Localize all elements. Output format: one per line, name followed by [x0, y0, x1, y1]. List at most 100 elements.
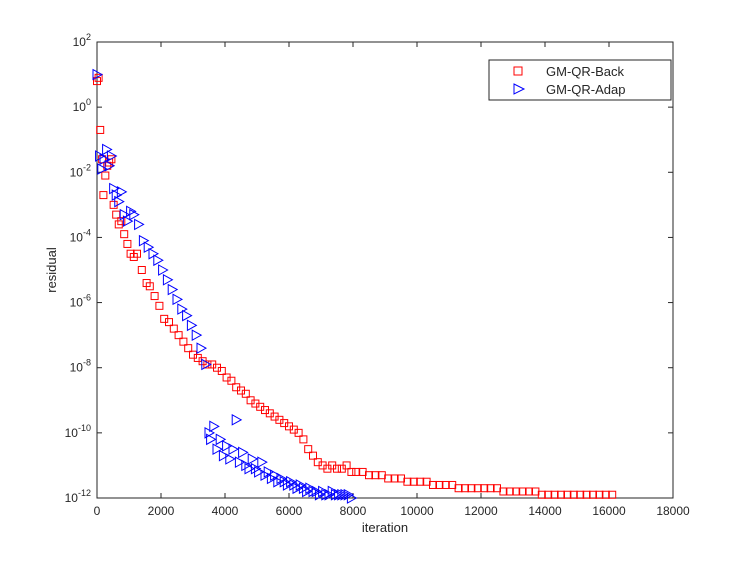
data-point-square — [403, 477, 412, 486]
data-point-square — [347, 467, 356, 476]
data-point-square — [179, 337, 188, 346]
y-tick-label: 10-8 — [70, 358, 91, 375]
legend-label-adap: GM-QR-Adap — [546, 82, 625, 97]
data-point-triangle — [116, 185, 128, 198]
data-point-triangle — [343, 488, 355, 501]
data-point-square — [309, 451, 317, 460]
data-point-triangle — [231, 413, 243, 426]
x-tick-label: 12000 — [464, 504, 498, 518]
data-point-triangle — [92, 68, 104, 81]
legend-triangle-icon — [513, 83, 526, 95]
x-tick-label: 14000 — [528, 504, 562, 518]
x-axis-label: iteration — [362, 520, 408, 535]
y-tick-label: 10-6 — [70, 293, 91, 310]
y-tick-label: 10-12 — [65, 488, 91, 505]
data-point-square — [137, 266, 146, 274]
data-point-triangle — [228, 443, 240, 455]
data-point-square — [563, 490, 572, 499]
data-point-triangle — [260, 469, 272, 482]
data-point-square — [299, 435, 308, 444]
data-point-square — [165, 318, 173, 327]
data-point-square — [123, 239, 132, 248]
data-point-square — [384, 474, 393, 483]
data-point-triangle — [302, 485, 313, 498]
data-point-triangle — [206, 433, 217, 446]
data-point-square — [409, 477, 418, 486]
data-point-triangle — [247, 453, 259, 465]
data-point-triangle — [305, 482, 316, 495]
data-point-triangle — [308, 485, 320, 498]
data-point-square — [155, 301, 164, 310]
data-point-triangle — [346, 492, 358, 504]
data-point-triangle — [273, 475, 284, 488]
data-point-triangle — [114, 195, 125, 208]
data-point-triangle — [324, 488, 336, 501]
data-point-triangle — [158, 264, 169, 276]
data-point-triangle — [282, 479, 294, 491]
data-point-triangle — [340, 488, 352, 501]
data-point-square — [608, 490, 617, 499]
x-tick-label: 10000 — [400, 504, 434, 518]
data-point-square — [352, 467, 361, 476]
data-point-triangle — [314, 488, 326, 501]
data-point-triangle — [254, 466, 265, 478]
x-axis: 0 2000 4000 6000 8000 10000 12000 14000 16000 180… — [94, 42, 690, 518]
y-tick-label: 100 — [73, 97, 91, 114]
data-point-square — [390, 474, 399, 483]
data-point-square — [518, 487, 527, 496]
data-point-square — [416, 477, 425, 486]
data-point-triangle — [266, 472, 278, 485]
data-point-square — [499, 487, 508, 496]
x-tick-label: 4000 — [212, 504, 239, 518]
data-point-square — [184, 344, 193, 353]
data-point-square — [429, 480, 437, 489]
data-point-square — [435, 480, 444, 489]
data-point-square — [525, 487, 533, 496]
x-tick-label: 2000 — [148, 504, 175, 518]
data-point-square — [589, 490, 597, 499]
data-point-square — [304, 445, 313, 454]
data-point-square — [227, 376, 236, 385]
x-tick-label: 8000 — [340, 504, 367, 518]
data-point-square — [467, 484, 476, 493]
data-point-square — [96, 125, 105, 134]
data-point-triangle — [337, 488, 348, 501]
data-point-triangle — [225, 453, 236, 465]
y-tick-label: 10-4 — [70, 227, 91, 244]
data-point-triangle — [250, 462, 262, 475]
data-point-triangle — [276, 472, 288, 485]
data-point-triangle — [104, 159, 116, 172]
x-tick-label: 16000 — [592, 504, 626, 518]
data-point-square — [595, 490, 604, 499]
data-point-square — [174, 331, 183, 340]
data-point-triangle — [122, 215, 134, 227]
data-point-square — [169, 324, 178, 333]
data-point-square — [550, 490, 559, 499]
data-point-triangle — [318, 485, 329, 498]
data-point-square — [294, 428, 303, 437]
data-point-square — [99, 191, 108, 200]
data-point-square — [544, 490, 553, 499]
data-point-triangle — [186, 319, 198, 332]
y-axis-label: residual — [44, 247, 59, 293]
data-point-square — [371, 471, 380, 480]
data-point-square — [582, 490, 591, 499]
data-point-square — [569, 490, 578, 499]
data-point-triangle — [295, 479, 307, 491]
y-axis: 10-12 10-10 10-8 10-6 10-4 10-2 100 102 — [65, 32, 673, 505]
data-point-triangle — [241, 459, 252, 472]
data-point-triangle — [153, 254, 164, 267]
data-point-triangle — [234, 456, 246, 469]
data-point-triangle — [191, 329, 203, 341]
data-point-triangle — [99, 153, 111, 166]
data-point-triangle — [134, 218, 145, 231]
y-tick-label: 10-10 — [65, 423, 91, 440]
data-point-triangle — [215, 433, 227, 446]
data-point-triangle — [162, 273, 174, 286]
data-point-triangle — [97, 163, 108, 175]
data-point-triangle — [218, 449, 230, 462]
data-point-triangle — [292, 482, 304, 495]
legend-square-icon — [513, 66, 523, 76]
data-point-triangle — [257, 456, 268, 469]
